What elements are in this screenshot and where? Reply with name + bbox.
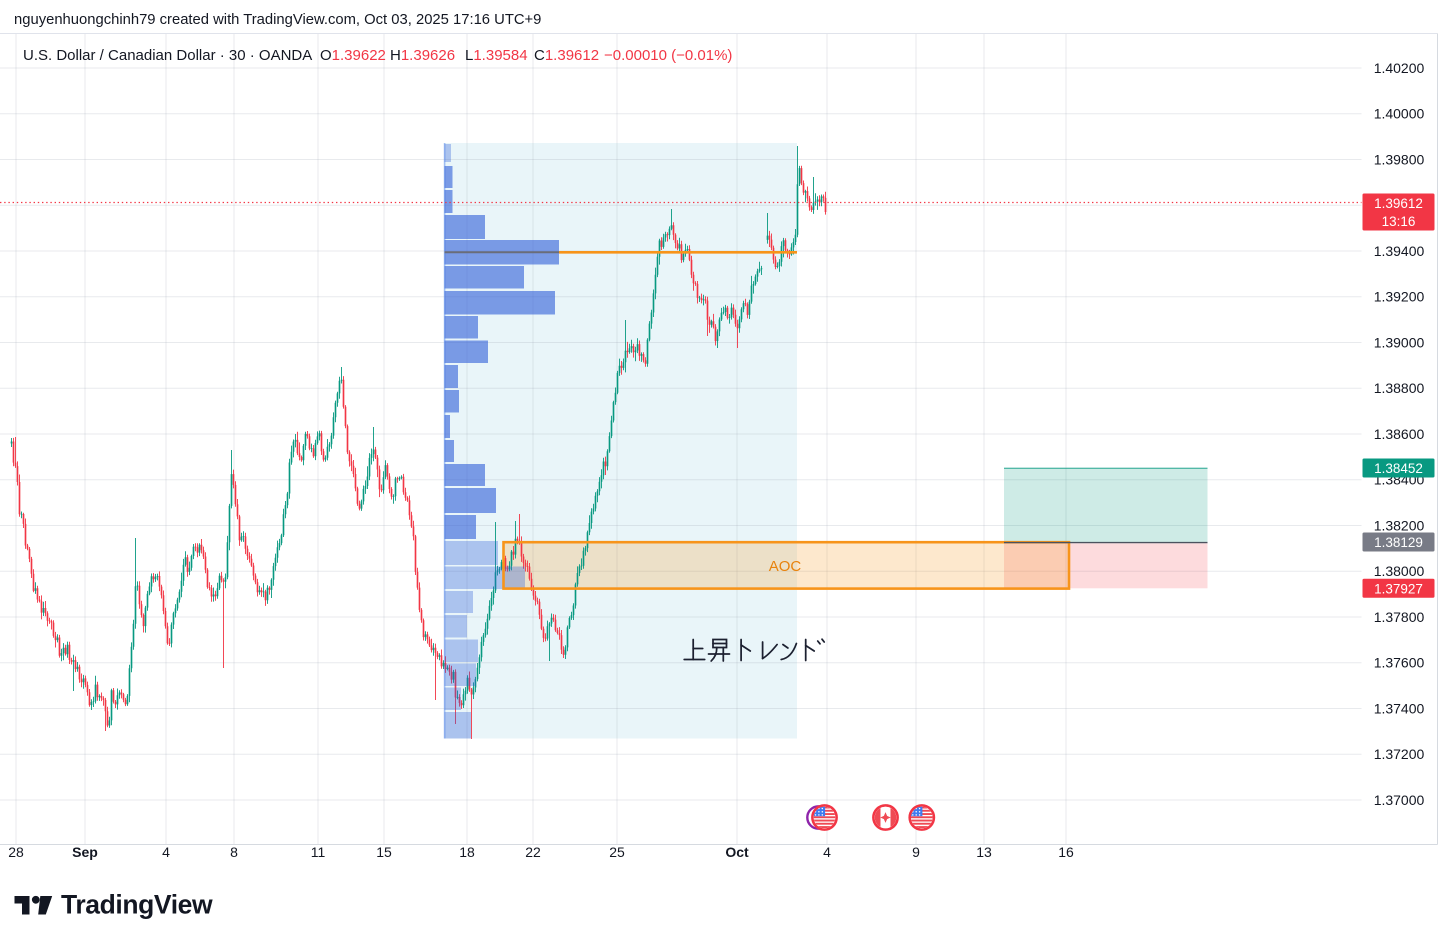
svg-text:1.38452: 1.38452: [1374, 461, 1423, 476]
svg-text:1.37927: 1.37927: [1374, 581, 1423, 596]
svg-text:1.37400: 1.37400: [1374, 701, 1425, 717]
svg-text:4: 4: [823, 844, 831, 860]
svg-text:1.38200: 1.38200: [1374, 518, 1425, 534]
svg-text:1.38600: 1.38600: [1374, 426, 1425, 442]
svg-text:1.39800: 1.39800: [1374, 152, 1425, 168]
svg-text:AOC: AOC: [769, 558, 802, 575]
svg-text:1.38800: 1.38800: [1374, 380, 1425, 396]
svg-text:Oct: Oct: [725, 844, 749, 860]
svg-text:28: 28: [8, 844, 24, 860]
svg-text:11: 11: [311, 844, 326, 860]
svg-text:1.38129: 1.38129: [1374, 535, 1423, 550]
svg-text:O1.39622: O1.39622: [320, 47, 386, 64]
svg-text:16: 16: [1058, 844, 1074, 860]
svg-text:22: 22: [525, 844, 541, 860]
svg-text:1.39400: 1.39400: [1374, 243, 1425, 259]
svg-text:1.39612: 1.39612: [1374, 196, 1423, 211]
svg-text:1.37200: 1.37200: [1374, 746, 1425, 762]
svg-text:15: 15: [376, 844, 392, 860]
svg-text:−0.00010 (−0.01%): −0.00010 (−0.01%): [604, 47, 732, 64]
svg-text:1.39000: 1.39000: [1374, 335, 1425, 351]
svg-text:13: 13: [976, 844, 992, 860]
svg-text:nguyenhuongchinh79 created wit: nguyenhuongchinh79 created with TradingV…: [14, 12, 541, 28]
svg-text:1.37000: 1.37000: [1374, 792, 1425, 808]
svg-text:1.38000: 1.38000: [1374, 563, 1425, 579]
svg-text:C1.39612: C1.39612: [534, 47, 599, 64]
svg-text:Sep: Sep: [72, 844, 98, 860]
svg-text:U.S. Dollar / Canadian Dollar: U.S. Dollar / Canadian Dollar · 30 · OAN…: [23, 47, 312, 64]
svg-text:18: 18: [459, 844, 475, 860]
svg-text:1.39200: 1.39200: [1374, 289, 1425, 305]
svg-text:1.37600: 1.37600: [1374, 655, 1425, 671]
svg-text:TradingView: TradingView: [61, 890, 213, 920]
svg-text:1.37800: 1.37800: [1374, 609, 1425, 625]
svg-text:25: 25: [609, 844, 625, 860]
svg-text:4: 4: [162, 844, 170, 860]
svg-text:H1.39626: H1.39626: [390, 47, 455, 64]
svg-text:13:16: 13:16: [1382, 214, 1416, 229]
svg-text:L1.39584: L1.39584: [465, 47, 528, 64]
svg-text:1.40200: 1.40200: [1374, 60, 1425, 76]
svg-text:9: 9: [912, 844, 920, 860]
svg-text:8: 8: [230, 844, 238, 860]
svg-text:1.40000: 1.40000: [1374, 106, 1425, 122]
